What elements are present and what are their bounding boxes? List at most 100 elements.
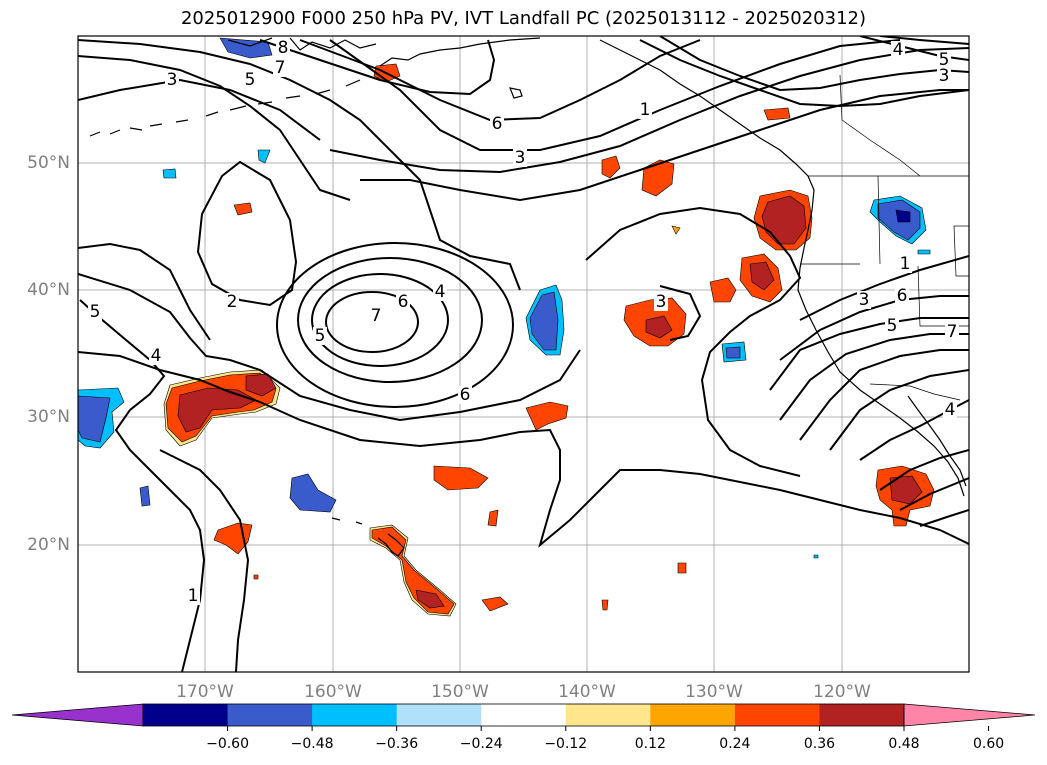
red-region [645, 315, 673, 339]
blue-region [257, 149, 271, 164]
contour-line [879, 449, 969, 491]
contour-line [659, 36, 969, 92]
contour-label: 3 [656, 292, 667, 312]
colorbar-cell [227, 704, 313, 726]
pv-contours [78, 36, 969, 672]
colorbar-extend-left [11, 703, 144, 727]
contour-line [899, 477, 969, 511]
latitude-labels: 50°N 40°N 30°N 20°N [27, 153, 70, 555]
contour-line [769, 317, 969, 391]
bc-alaska-panhandle [599, 39, 815, 249]
contour-line [276, 242, 514, 408]
colorbar-cell [565, 704, 651, 726]
contour-line [311, 273, 449, 367]
lon-label-120w: 120°W [813, 682, 871, 702]
colorbar-outline [142, 703, 905, 727]
contour-label: 6 [492, 114, 503, 134]
red-region [253, 574, 259, 580]
contour-line [78, 273, 581, 422]
lon-label-170w: 170°W [176, 682, 234, 702]
colorbar-tick-label: −0.48 [291, 736, 334, 752]
lat-label-40n: 40°N [27, 280, 70, 300]
contour-line [639, 39, 969, 108]
blue-region [895, 209, 911, 223]
contour-label: 7 [947, 322, 958, 342]
contour-label-bg [165, 71, 179, 89]
contour-label-bg [638, 101, 652, 119]
contour-label: 4 [435, 282, 446, 302]
contour-line [659, 285, 702, 341]
contour-label: 3 [939, 66, 950, 86]
contour-label-bg [513, 149, 527, 167]
colorbar-cell [650, 704, 736, 726]
red-region [433, 465, 489, 491]
contour-label-bg [149, 347, 163, 365]
lat-label-30n: 30°N [27, 407, 70, 427]
red-region [641, 159, 675, 197]
contour-label: 6 [398, 292, 409, 312]
contour-label-bg [490, 115, 504, 133]
contour-line [196, 160, 298, 307]
contour-label: 4 [151, 346, 162, 366]
lat-label-20n: 20°N [27, 535, 70, 555]
lat-label-50n: 50°N [27, 153, 70, 173]
blue-region [813, 554, 819, 559]
colorbar-ticks: −0.60 −0.48 −0.36 −0.24 −0.12 0.12 0.24 0.36 0.4… [206, 726, 1004, 752]
contour-label-bg [186, 587, 200, 605]
contour-label: 6 [897, 286, 908, 306]
contour-line [919, 509, 969, 527]
contour-line [799, 349, 969, 441]
contour-label: 5 [887, 316, 898, 336]
colorbar-cells [143, 704, 905, 726]
colorbar-tick-label: −0.60 [206, 736, 249, 752]
contour-label-bg [943, 401, 957, 419]
contour-label: 5 [90, 302, 101, 322]
colorbar: −0.60 −0.48 −0.36 −0.24 −0.12 0.12 0.24 0.36 0.4… [11, 703, 1036, 752]
contour-line [299, 39, 701, 122]
contour-line [585, 206, 802, 477]
contour-label: 6 [460, 385, 471, 405]
contour-line [78, 39, 521, 291]
contour-line [78, 242, 211, 341]
hawaii-islands [331, 517, 405, 557]
contour-line [859, 36, 969, 61]
contour-line [329, 39, 901, 151]
blue-region [139, 485, 151, 507]
contour-label-bg [898, 255, 912, 273]
red-region [601, 599, 609, 611]
contour-label: 3 [859, 290, 870, 310]
colorbar-cell [312, 704, 398, 726]
contour-label: 3 [515, 148, 526, 168]
colorbar-tick-label: −0.36 [375, 736, 418, 752]
red-region [233, 202, 253, 216]
contour-label: 5 [315, 326, 326, 346]
red-region [889, 475, 923, 505]
red-region [709, 277, 737, 303]
contour-label: 1 [640, 100, 651, 120]
blue-region [162, 168, 177, 179]
red-region [761, 195, 807, 245]
colorbar-tick-label: 0.24 [719, 736, 750, 752]
contour-line [329, 47, 969, 174]
red-region [749, 261, 775, 291]
blue-region [78, 395, 111, 443]
contour-label-bg [396, 293, 410, 311]
colorbar-tick-label: −0.12 [544, 736, 587, 752]
map-panel [78, 36, 969, 672]
contour-line [799, 255, 969, 321]
lon-label-160w: 160°W [304, 682, 362, 702]
contour-line [360, 89, 969, 202]
lon-label-150w: 150°W [431, 682, 489, 702]
contour-label-bg [88, 303, 102, 321]
contour-line [78, 78, 321, 141]
colorbar-tick-label: 0.36 [804, 736, 835, 752]
contour-line [297, 257, 483, 383]
contour-label: 2 [227, 292, 238, 312]
contour-line [79, 299, 206, 672]
contour-label: 7 [275, 58, 286, 78]
contour-label-bg [945, 323, 959, 341]
red-region [763, 107, 791, 121]
contour-label: 4 [945, 400, 956, 420]
red-region [677, 562, 687, 574]
